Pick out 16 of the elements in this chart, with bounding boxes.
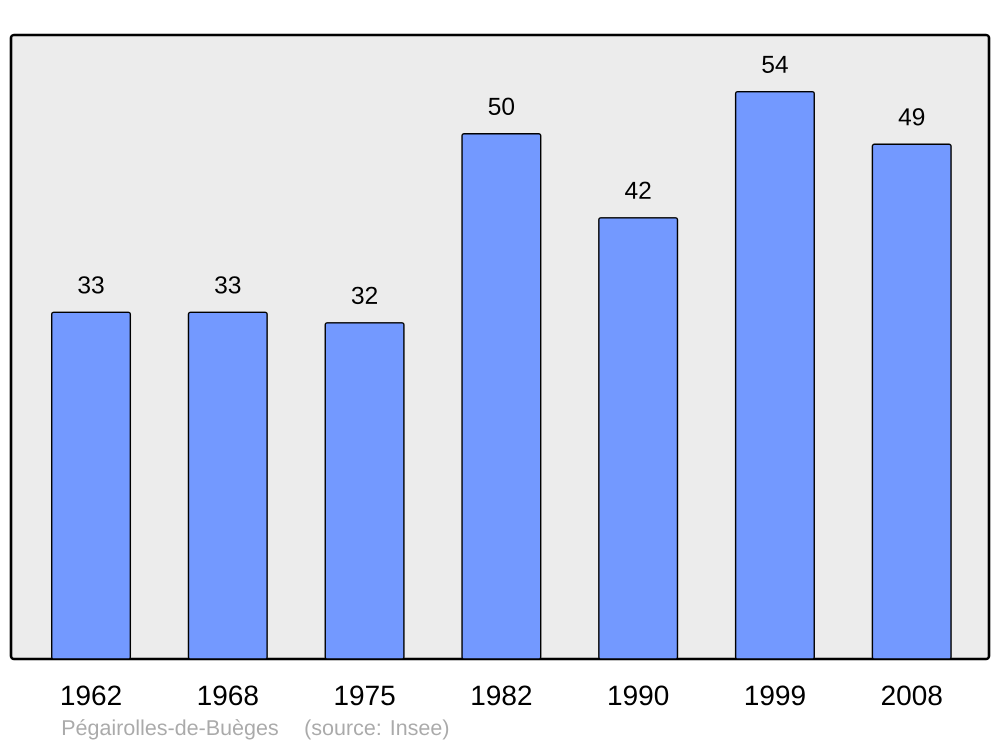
x-tick-label: 1962 — [62, 685, 121, 706]
data-label: 54 — [762, 56, 788, 73]
text: Pégairolles-de-Buèges — [62, 719, 278, 740]
data-label: 33 — [78, 276, 104, 294]
data-label: 49 — [898, 108, 924, 126]
x-tick-label: 1975 — [336, 685, 395, 706]
x-tick-label: 1990 — [609, 685, 668, 706]
x-tick-label: 1968 — [198, 685, 258, 706]
text: (source: Insee) — [305, 719, 448, 740]
data-label: 42 — [625, 182, 651, 199]
x-tick-label: 1982 — [472, 685, 532, 706]
data-label: 50 — [488, 98, 514, 115]
x-tick-label: 2008 — [882, 685, 942, 706]
data-label: 33 — [215, 276, 240, 294]
data-label: 32 — [352, 286, 377, 304]
x-tick-label: 1999 — [746, 685, 805, 706]
